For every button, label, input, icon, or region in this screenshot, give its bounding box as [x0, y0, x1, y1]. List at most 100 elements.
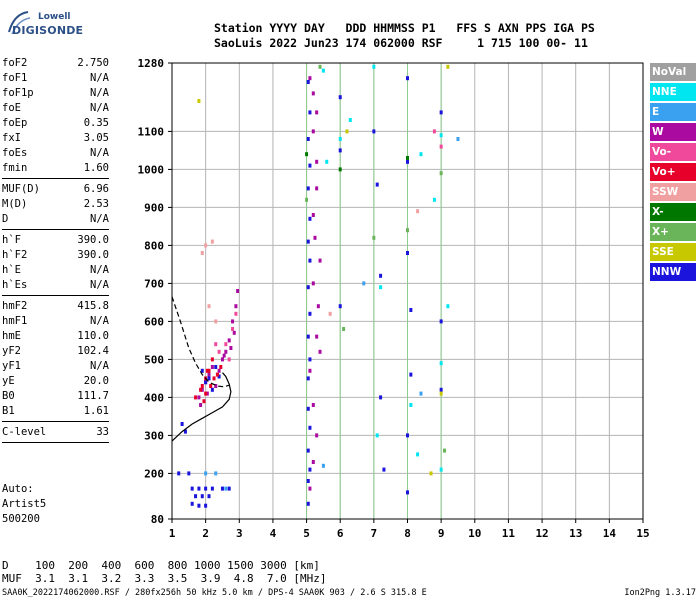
param-value: 1.60 — [83, 162, 109, 174]
data-point-vo — [204, 391, 208, 396]
data-point-e — [456, 137, 460, 141]
param-value: 390.0 — [77, 249, 109, 261]
data-point-w — [229, 346, 233, 350]
data-point-vo — [194, 395, 198, 400]
param-key: C-level — [2, 426, 47, 438]
data-point-nnw — [220, 486, 224, 491]
data-point-w — [220, 357, 224, 362]
param-key: yF1 — [2, 360, 21, 372]
param-row: hmF1 N/A — [2, 314, 109, 329]
data-point-w — [311, 403, 315, 407]
data-point-vo — [205, 368, 209, 373]
y-tick-label: 500 — [144, 353, 164, 366]
data-point-nnw — [210, 486, 214, 491]
data-point-nnw — [409, 372, 413, 377]
data-point-nne — [446, 304, 450, 309]
y-tick-label: 300 — [144, 429, 164, 442]
param-row: MUF(D) 6.96 — [2, 182, 109, 197]
data-point-w — [315, 433, 319, 438]
data-point-nnw — [375, 182, 379, 187]
data-point-w — [311, 281, 315, 286]
param-row: B1 1.61 — [2, 404, 109, 419]
data-point-nnw — [190, 501, 194, 506]
param-value: 6.96 — [83, 183, 109, 195]
param-row: C-level 33 — [2, 425, 109, 440]
plot-frame — [171, 62, 644, 520]
data-point-w — [227, 338, 231, 343]
data-point-w — [315, 186, 319, 191]
param-value: N/A — [90, 264, 109, 276]
data-point-nnw — [306, 334, 310, 339]
legend-item: W — [650, 123, 696, 141]
param-key: fmin — [2, 162, 28, 174]
logo-product: DIGISONDE — [12, 24, 84, 37]
data-point-nnw — [308, 311, 312, 316]
data-point-nnw — [187, 471, 191, 476]
data-point-x — [372, 235, 376, 240]
electron-density-profile — [171, 372, 232, 442]
data-point-nnw — [308, 110, 312, 115]
data-point-w — [318, 349, 322, 354]
data-point-nnw — [409, 308, 413, 312]
x-tick-label: 3 — [236, 527, 243, 540]
data-point-w — [236, 289, 240, 293]
data-point-nnw — [439, 319, 443, 324]
param-separator — [2, 229, 109, 230]
param-key: h`F — [2, 234, 21, 246]
x-tick-label: 13 — [569, 527, 582, 540]
data-point-nnw — [194, 494, 198, 499]
data-point-sse — [197, 99, 201, 103]
param-row: h`Es N/A — [2, 278, 109, 293]
param-value: N/A — [90, 147, 109, 159]
param-value: 1.61 — [83, 405, 109, 417]
data-point-ssw — [328, 311, 332, 316]
legend-item: Vo- — [650, 143, 696, 161]
param-key: M(D) — [2, 198, 28, 210]
data-point-nnw — [180, 422, 184, 426]
data-point-nnw — [308, 258, 312, 263]
data-point-nnw — [308, 163, 312, 168]
data-point-w — [308, 76, 312, 81]
data-point-nnw — [308, 216, 312, 221]
y-tick-label: 400 — [144, 391, 164, 404]
data-point-vo — [214, 342, 218, 347]
param-row: h`E N/A — [2, 263, 109, 278]
data-point-nnw — [306, 406, 310, 411]
data-point-w — [214, 384, 218, 388]
param-value: N/A — [90, 72, 109, 84]
data-point-x — [439, 171, 443, 176]
data-point-ssw — [210, 239, 214, 244]
data-point-x — [318, 64, 322, 69]
data-point-e — [321, 463, 325, 468]
param-value: 0.35 — [83, 117, 109, 129]
polarization-legend: NoVal NNE E W Vo- Vo+ SSW X- X+ SSE NNW — [650, 63, 696, 283]
autoscaling-info: Auto: Artist5 500200 — [2, 482, 46, 527]
param-value: 33 — [96, 426, 109, 438]
data-point-ssw — [200, 251, 204, 255]
data-point-nnw — [190, 486, 194, 491]
data-point-w — [311, 213, 315, 217]
data-point-vo — [227, 357, 231, 362]
param-key: foEs — [2, 147, 28, 159]
param-row: h`F 390.0 — [2, 233, 109, 248]
data-point-nnw — [204, 503, 208, 508]
data-point-nnw — [204, 380, 208, 385]
data-point-w — [207, 372, 211, 377]
param-value: N/A — [90, 87, 109, 99]
param-separator — [2, 421, 109, 422]
data-point-nnw — [306, 80, 310, 84]
param-key: MUF(D) — [2, 183, 40, 195]
x-tick-label: 10 — [468, 527, 481, 540]
data-point-w — [231, 319, 235, 324]
param-row: foF1 N/A — [2, 71, 109, 86]
data-point-nnw — [439, 110, 443, 115]
data-point-nnw — [210, 387, 214, 392]
legend-item: SSE — [650, 243, 696, 261]
data-point-w — [197, 395, 201, 400]
data-point-nnw — [306, 376, 310, 381]
param-row: foE N/A — [2, 101, 109, 116]
data-point-nnw — [338, 148, 342, 153]
legend-item: E — [650, 103, 696, 121]
data-point-w — [315, 159, 319, 164]
data-point-nnw — [439, 387, 443, 392]
